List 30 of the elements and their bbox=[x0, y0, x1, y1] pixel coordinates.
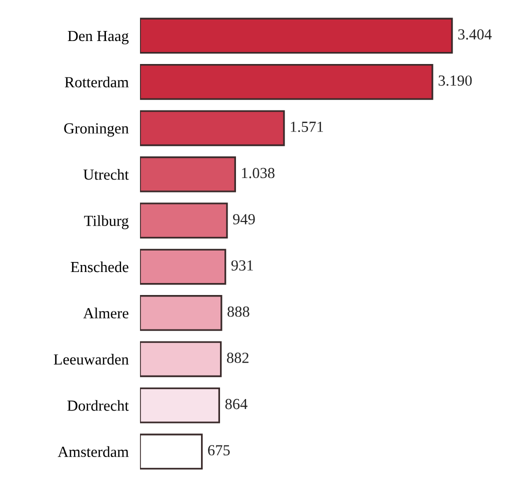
y-tick-label: Rotterdam bbox=[64, 76, 129, 88]
y-tick-label: Utrecht bbox=[83, 169, 129, 180]
y-tick-label: Enschede bbox=[70, 261, 128, 272]
data-label: 888 bbox=[228, 306, 250, 317]
bar bbox=[140, 248, 226, 285]
bar bbox=[140, 341, 222, 378]
y-tick-label: Amsterdam bbox=[58, 446, 129, 458]
data-label: 3.404 bbox=[458, 29, 492, 40]
bar bbox=[140, 110, 285, 146]
y-tick-label: Den Haag bbox=[68, 31, 129, 44]
y-tick-label: Tilburg bbox=[84, 215, 129, 230]
data-label: 882 bbox=[226, 352, 248, 363]
bar bbox=[140, 64, 434, 100]
bar bbox=[140, 202, 228, 238]
data-label: 949 bbox=[233, 214, 255, 224]
data-label: 3.190 bbox=[438, 75, 472, 86]
bar bbox=[140, 18, 453, 54]
bar bbox=[140, 295, 222, 331]
data-label: 1.571 bbox=[290, 122, 324, 132]
y-tick-label: Groningen bbox=[64, 123, 129, 137]
data-label: 931 bbox=[231, 260, 253, 271]
bar bbox=[140, 434, 203, 470]
bar bbox=[140, 156, 236, 192]
data-label: 864 bbox=[225, 398, 248, 410]
y-tick-label: Almere bbox=[83, 308, 128, 318]
data-label: 1.038 bbox=[242, 168, 274, 178]
bar bbox=[140, 387, 220, 424]
y-tick-label: Dordrecht bbox=[67, 400, 129, 411]
y-tick-label: Leeuwarden bbox=[54, 354, 129, 365]
data-label: 675 bbox=[208, 445, 230, 456]
